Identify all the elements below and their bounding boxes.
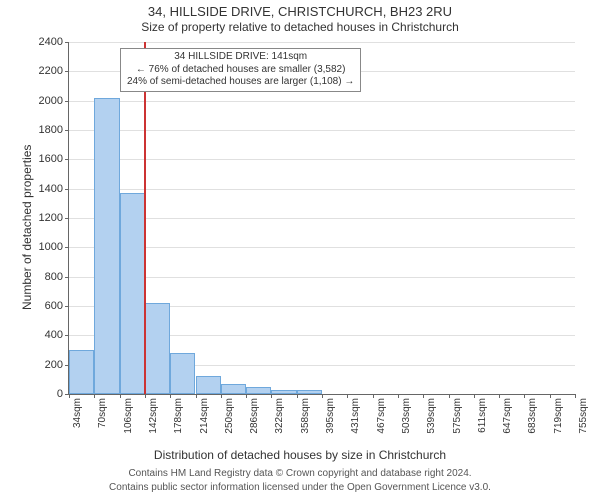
- ytick-mark: [65, 218, 69, 219]
- ytick-label: 1200: [39, 212, 63, 224]
- histogram-bar: [196, 376, 221, 394]
- histogram-bar: [271, 390, 296, 394]
- histogram-bar: [94, 98, 119, 394]
- xtick-mark: [398, 394, 399, 398]
- ytick-label: 2200: [39, 65, 63, 77]
- xtick-label: 755sqm: [578, 398, 589, 434]
- caption-line1: Contains HM Land Registry data © Crown c…: [0, 468, 600, 479]
- histogram-bar: [69, 350, 94, 394]
- xtick-mark: [423, 394, 424, 398]
- xtick-label: 34sqm: [72, 398, 83, 428]
- xtick-label: 683sqm: [527, 398, 538, 434]
- ytick-mark: [65, 189, 69, 190]
- ytick-mark: [65, 71, 69, 72]
- ytick-mark: [65, 247, 69, 248]
- x-axis-label: Distribution of detached houses by size …: [0, 448, 600, 462]
- chart-title: 34, HILLSIDE DRIVE, CHRISTCHURCH, BH23 2…: [0, 4, 600, 19]
- xtick-mark: [246, 394, 247, 398]
- chart-container: 34, HILLSIDE DRIVE, CHRISTCHURCH, BH23 2…: [0, 0, 600, 500]
- xtick-mark: [69, 394, 70, 398]
- xtick-mark: [120, 394, 121, 398]
- histogram-bar: [170, 353, 195, 394]
- ytick-label: 0: [57, 388, 63, 400]
- ytick-mark: [65, 42, 69, 43]
- annotation-box: 34 HILLSIDE DRIVE: 141sqm ← 76% of detac…: [120, 48, 361, 92]
- histogram-bar: [246, 387, 271, 394]
- xtick-label: 395sqm: [325, 398, 336, 434]
- caption-line2: Contains public sector information licen…: [0, 482, 600, 493]
- xtick-label: 322sqm: [274, 398, 285, 434]
- property-marker-line: [144, 42, 146, 394]
- xtick-label: 431sqm: [350, 398, 361, 434]
- xtick-mark: [550, 394, 551, 398]
- annotation-line3: 24% of semi-detached houses are larger (…: [127, 76, 354, 89]
- ytick-mark: [65, 130, 69, 131]
- ytick-label: 200: [45, 359, 63, 371]
- ytick-label: 600: [45, 300, 63, 312]
- chart-subtitle: Size of property relative to detached ho…: [0, 20, 600, 34]
- xtick-label: 647sqm: [502, 398, 513, 434]
- ytick-mark: [65, 335, 69, 336]
- xtick-label: 214sqm: [199, 398, 210, 434]
- ytick-label: 1400: [39, 183, 63, 195]
- plot-area: 0200400600800100012001400160018002000220…: [68, 42, 575, 395]
- xtick-mark: [221, 394, 222, 398]
- xtick-label: 286sqm: [249, 398, 260, 434]
- y-axis-label: Number of detached properties: [20, 145, 34, 310]
- xtick-label: 611sqm: [477, 398, 488, 433]
- ytick-label: 1800: [39, 124, 63, 136]
- xtick-mark: [271, 394, 272, 398]
- xtick-mark: [499, 394, 500, 398]
- xtick-label: 467sqm: [376, 398, 387, 434]
- histogram-bar: [145, 303, 170, 394]
- xtick-mark: [196, 394, 197, 398]
- xtick-mark: [145, 394, 146, 398]
- xtick-mark: [474, 394, 475, 398]
- xtick-mark: [94, 394, 95, 398]
- xtick-label: 719sqm: [553, 398, 564, 434]
- xtick-mark: [524, 394, 525, 398]
- xtick-label: 178sqm: [173, 398, 184, 434]
- xtick-label: 70sqm: [97, 398, 108, 428]
- ytick-label: 2000: [39, 95, 63, 107]
- ytick-label: 2400: [39, 36, 63, 48]
- annotation-line1: 34 HILLSIDE DRIVE: 141sqm: [127, 51, 354, 64]
- ytick-mark: [65, 277, 69, 278]
- xtick-label: 503sqm: [401, 398, 412, 434]
- histogram-bar: [221, 384, 246, 394]
- ytick-mark: [65, 101, 69, 102]
- ytick-label: 1600: [39, 153, 63, 165]
- ytick-mark: [65, 159, 69, 160]
- ytick-mark: [65, 306, 69, 307]
- annotation-line2: ← 76% of detached houses are smaller (3,…: [127, 64, 354, 77]
- xtick-mark: [449, 394, 450, 398]
- ytick-label: 400: [45, 329, 63, 341]
- xtick-mark: [575, 394, 576, 398]
- xtick-label: 106sqm: [123, 398, 134, 434]
- xtick-label: 142sqm: [148, 398, 159, 434]
- xtick-mark: [297, 394, 298, 398]
- xtick-label: 250sqm: [224, 398, 235, 434]
- ytick-label: 800: [45, 271, 63, 283]
- xtick-label: 358sqm: [300, 398, 311, 434]
- xtick-mark: [347, 394, 348, 398]
- ytick-label: 1000: [39, 241, 63, 253]
- xtick-mark: [322, 394, 323, 398]
- xtick-mark: [373, 394, 374, 398]
- xtick-label: 539sqm: [426, 398, 437, 434]
- histogram-bar: [120, 193, 145, 394]
- xtick-label: 575sqm: [452, 398, 463, 434]
- histogram-bar: [297, 390, 322, 394]
- xtick-mark: [170, 394, 171, 398]
